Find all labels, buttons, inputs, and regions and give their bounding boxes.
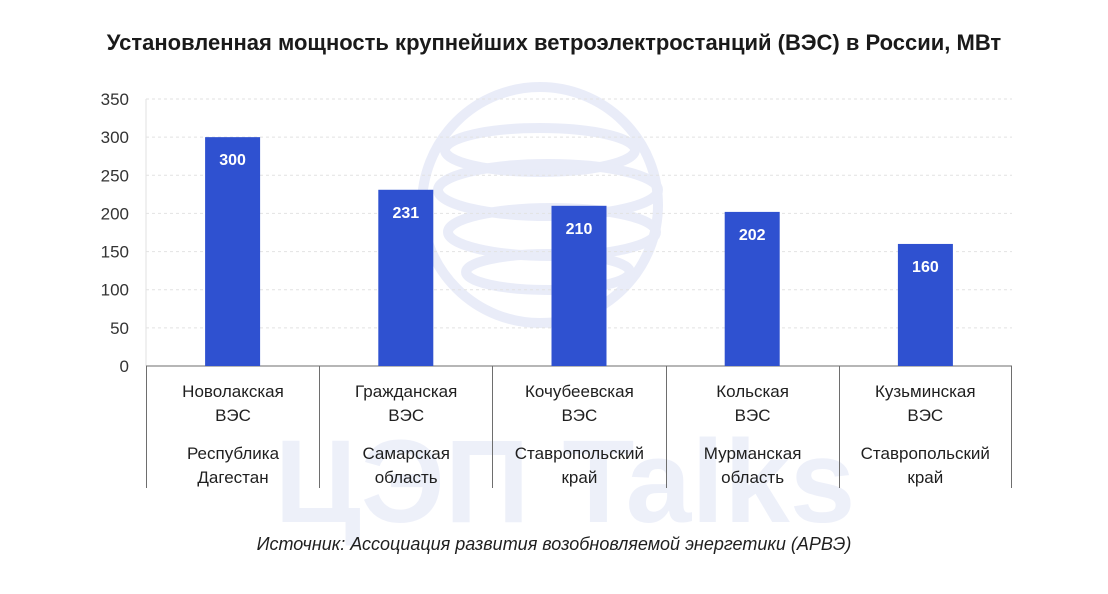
category-label: Кочубеевская ВЭС Ставропольский край — [492, 366, 665, 488]
bar-value-label: 202 — [739, 227, 766, 244]
station-region: Ставропольский край — [514, 444, 645, 487]
bar — [897, 243, 953, 366]
bar-value-label: 300 — [219, 152, 246, 169]
bar — [205, 137, 261, 366]
y-tick-label: 0 — [120, 357, 129, 376]
bar — [378, 189, 434, 366]
category-label: Кузьминская ВЭС Ставропольский край — [838, 366, 1012, 488]
y-tick-label: 200 — [101, 204, 129, 223]
y-tick-label: 50 — [110, 319, 129, 338]
source-note: Источник: Ассоциация развития возобновля… — [256, 534, 852, 554]
category-labels: Новолакская ВЭС Республика Дагестан Гражданс… — [146, 366, 1012, 488]
station-name: Кочубеевская ВЭС — [524, 382, 634, 425]
station-name: Гражданская ВЭС — [355, 382, 458, 425]
y-tick-label: 100 — [101, 281, 129, 300]
chart-title: Установленная мощность крупнейших ветроэ… — [106, 30, 1002, 55]
station-region: Ставропольский край — [860, 444, 990, 487]
station-name: Новолакская ВЭС — [182, 382, 284, 425]
category-label: Новолакская ВЭС Республика Дагестан — [146, 366, 319, 488]
bar-value-label: 231 — [392, 205, 419, 222]
bar-value-label: 160 — [912, 259, 939, 276]
watermark-text: ЦЭП Talks — [275, 416, 856, 548]
station-name: Кузьминская ВЭС — [874, 382, 976, 425]
y-tick-label: 300 — [101, 128, 129, 147]
y-tick-label: 250 — [101, 166, 129, 185]
bar — [724, 211, 780, 366]
station-region: Мурманская область — [703, 444, 802, 487]
y-tick-label: 150 — [101, 243, 129, 262]
station-region: Республика Дагестан — [186, 444, 280, 487]
category-label: Гражданская ВЭС Самарская область — [319, 366, 492, 488]
station-region: Самарская область — [362, 444, 450, 487]
y-tick-label: 350 — [101, 90, 129, 109]
category-label: Кольская ВЭС Мурманская область — [665, 366, 839, 488]
bar-value-label: 210 — [566, 221, 593, 238]
bar — [551, 205, 607, 366]
station-name: Кольская ВЭС — [716, 382, 789, 425]
